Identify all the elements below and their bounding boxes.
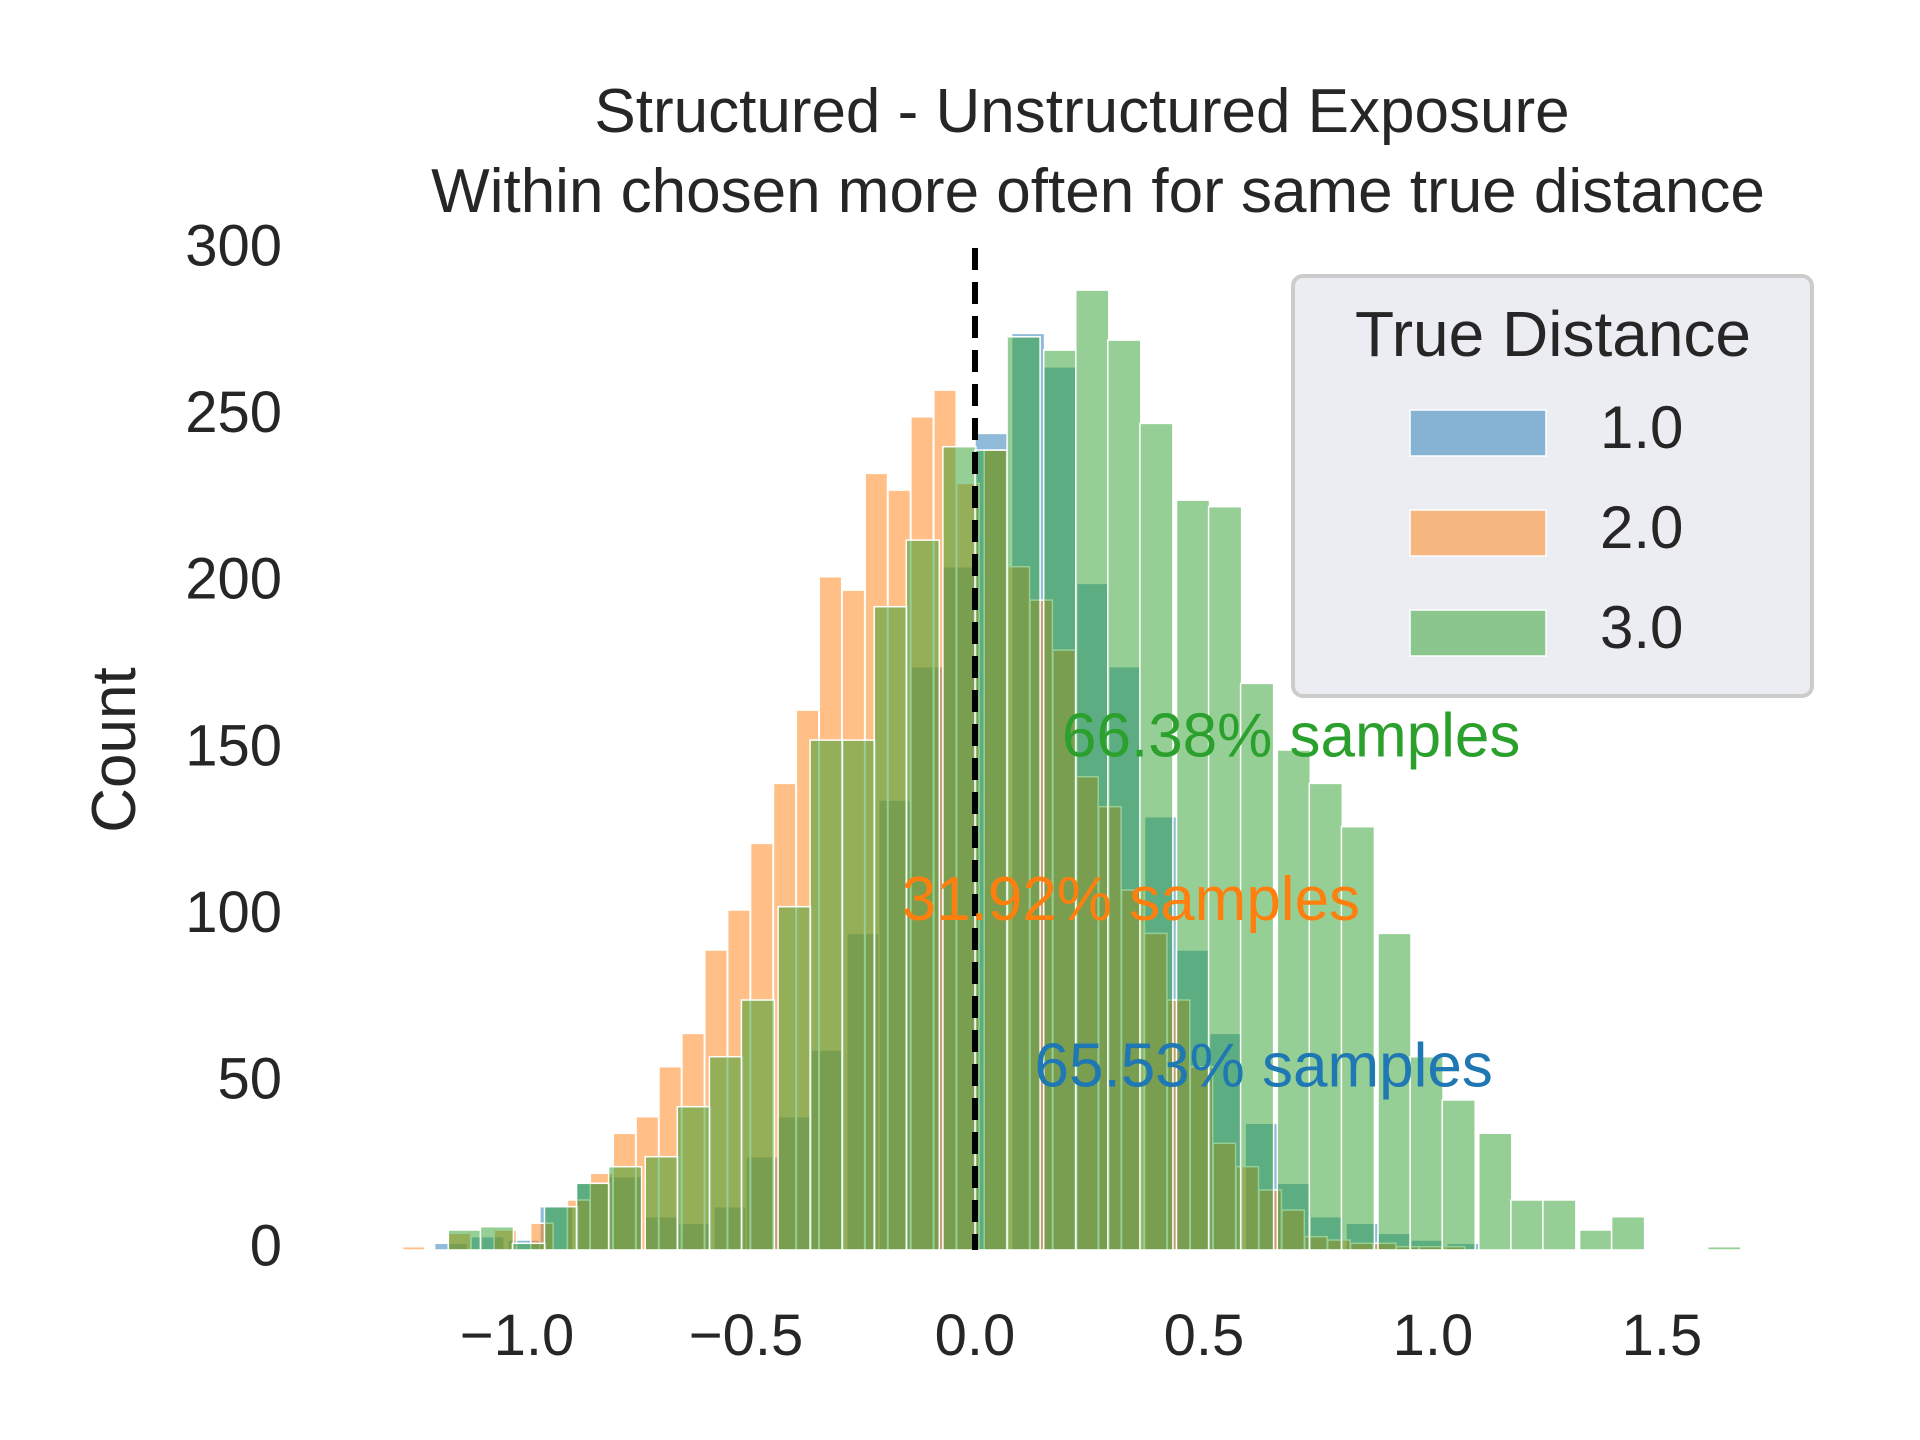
y-tick-label-2: 100 bbox=[185, 880, 282, 945]
y-tick-label-3: 150 bbox=[185, 713, 282, 778]
bar-series-3.0-28 bbox=[1377, 932, 1412, 1251]
bar-series-3.0-11 bbox=[809, 739, 844, 1251]
bar-series-3.0-20 bbox=[1107, 339, 1142, 1251]
bar-series-2.0-0 bbox=[401, 1245, 426, 1251]
y-tick-label-4: 200 bbox=[185, 547, 282, 612]
bar-series-3.0-5 bbox=[607, 1165, 643, 1251]
bar-series-3.0-9 bbox=[740, 999, 776, 1251]
bar-series-3.0-15 bbox=[942, 445, 977, 1251]
x-tick-label-4: 1.0 bbox=[1393, 1303, 1474, 1368]
y-axis-label: Count bbox=[80, 667, 149, 832]
bar-series-3.0-34 bbox=[1578, 1229, 1614, 1251]
bar-series-3.0-30 bbox=[1441, 1099, 1476, 1251]
y-tick-label-0: 0 bbox=[250, 1213, 282, 1278]
percentage-annotations: 66.38% samples 31.92% samples 65.53% sampl… bbox=[902, 701, 1521, 1100]
legend-label-1.0: 1.0 bbox=[1600, 394, 1683, 461]
bar-series-3.0-36 bbox=[1707, 1245, 1742, 1251]
bar-series-3.0-31 bbox=[1478, 1132, 1513, 1251]
annotation-0: 66.38% samples bbox=[1062, 701, 1520, 770]
bar-series-3.0-27 bbox=[1340, 825, 1376, 1251]
annotation-2: 65.53% samples bbox=[1035, 1031, 1493, 1100]
histogram-bars bbox=[401, 289, 1742, 1251]
bar-series-3.0-21 bbox=[1139, 422, 1174, 1251]
legend-label-2.0: 2.0 bbox=[1600, 494, 1683, 561]
series-3.0-bars bbox=[447, 289, 1742, 1251]
bar-series-3.0-18 bbox=[1042, 349, 1078, 1251]
bar-series-3.0-10 bbox=[777, 905, 812, 1251]
x-tick-label-2: 0.0 bbox=[935, 1303, 1016, 1368]
bar-series-3.0-12 bbox=[841, 739, 876, 1251]
x-tick-label-1: −0.5 bbox=[689, 1303, 804, 1368]
bar-series-3.0-13 bbox=[873, 605, 908, 1251]
bar-series-3.0-25 bbox=[1276, 749, 1312, 1251]
y-axis-ticks: 0 50 100 150 200 250 300 bbox=[185, 213, 282, 1278]
bar-series-3.0-22 bbox=[1175, 499, 1211, 1251]
chart-title-line-2: Within chosen more often for same true d… bbox=[431, 157, 1765, 226]
legend-title: True Distance bbox=[1355, 298, 1751, 370]
x-axis-ticks: −1.0 −0.5 0.0 0.5 1.0 1.5 bbox=[460, 1303, 1703, 1368]
bar-series-3.0-29 bbox=[1409, 1055, 1444, 1251]
bar-series-3.0-6 bbox=[644, 1155, 679, 1251]
y-tick-label-6: 300 bbox=[185, 213, 282, 278]
chart-title-line-1: Structured - Unstructured Exposure bbox=[594, 77, 1569, 146]
bar-series-3.0-35 bbox=[1610, 1215, 1646, 1251]
bar-series-3.0-32 bbox=[1510, 1199, 1545, 1251]
legend-swatch-1.0 bbox=[1409, 409, 1547, 457]
y-tick-label-1: 50 bbox=[217, 1047, 282, 1112]
legend-swatch-3.0 bbox=[1409, 609, 1547, 657]
bar-series-3.0-3 bbox=[543, 1205, 579, 1251]
bar-series-3.0-4 bbox=[575, 1182, 611, 1251]
annotation-1: 31.92% samples bbox=[902, 865, 1360, 934]
bar-series-3.0-19 bbox=[1075, 289, 1110, 1251]
bar-series-3.0-2 bbox=[511, 1242, 547, 1251]
bar-series-3.0-0 bbox=[447, 1229, 483, 1251]
bar-series-3.0-24 bbox=[1239, 682, 1275, 1251]
bar-series-3.0-7 bbox=[676, 1105, 712, 1251]
legend: True Distance 1.0 2.0 3.0 bbox=[1291, 274, 1814, 698]
y-tick-label-5: 250 bbox=[185, 380, 282, 445]
x-tick-label-3: 0.5 bbox=[1164, 1303, 1245, 1368]
bar-series-3.0-8 bbox=[708, 1055, 744, 1251]
legend-swatch-2.0 bbox=[1409, 509, 1547, 557]
legend-box bbox=[1291, 274, 1814, 698]
bar-series-3.0-16 bbox=[974, 449, 1009, 1251]
bar-series-3.0-26 bbox=[1308, 782, 1344, 1251]
bar-series-3.0-14 bbox=[905, 539, 941, 1251]
bar-series-3.0-1 bbox=[479, 1225, 515, 1251]
legend-label-3.0: 3.0 bbox=[1600, 594, 1683, 661]
bar-series-3.0-17 bbox=[1006, 336, 1041, 1251]
bar-series-3.0-23 bbox=[1207, 505, 1243, 1251]
bar-series-3.0-33 bbox=[1542, 1199, 1577, 1251]
x-tick-label-0: −1.0 bbox=[460, 1303, 575, 1368]
x-tick-label-5: 1.5 bbox=[1622, 1303, 1703, 1368]
